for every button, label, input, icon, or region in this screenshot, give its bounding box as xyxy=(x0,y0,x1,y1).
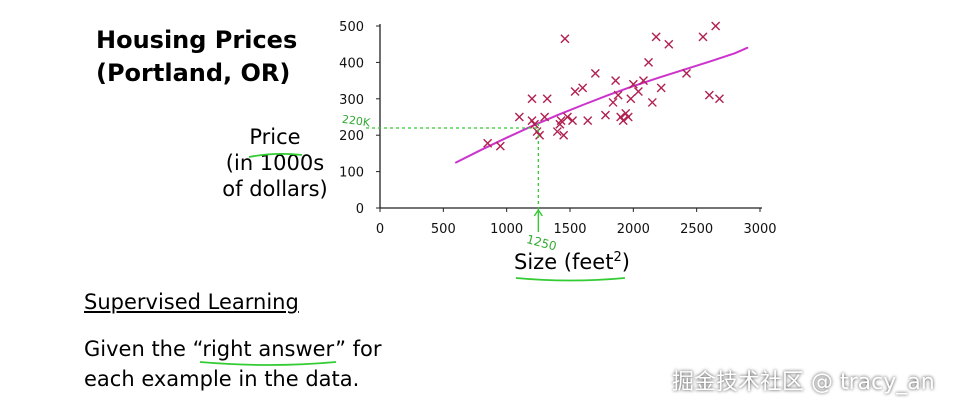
y-tick-label: 500 xyxy=(339,20,364,35)
y-tick-label: 400 xyxy=(339,56,364,71)
data-point-x-marker xyxy=(552,127,562,137)
y-tick-label: 0 xyxy=(356,202,364,217)
data-point-x-marker xyxy=(651,32,661,42)
data-point-x-marker xyxy=(556,116,566,126)
desc-highlight: right answer xyxy=(202,337,336,361)
y-tick-label: 100 xyxy=(339,166,364,181)
data-point-x-marker xyxy=(633,87,643,97)
data-point-x-marker xyxy=(542,94,552,104)
x-tick-label: 0 xyxy=(376,222,384,237)
right-answer-underline xyxy=(199,361,337,366)
data-point-x-marker xyxy=(560,34,570,44)
data-point-x-marker xyxy=(483,138,493,148)
data-point-x-marker xyxy=(698,32,708,42)
description-line-2: each example in the data. xyxy=(84,367,360,391)
data-point-x-marker xyxy=(583,116,593,126)
x-label-close: ) xyxy=(621,250,630,274)
title-line-2: (Portland, OR) xyxy=(96,59,291,87)
x-tick-label: 500 xyxy=(431,222,456,237)
x-tick-label: 2500 xyxy=(680,222,713,237)
annotation-y-value: 220K xyxy=(341,113,372,130)
data-point-x-marker xyxy=(682,68,692,78)
y-label-line-2: (in 1000s xyxy=(225,151,325,175)
data-point-x-marker xyxy=(600,110,610,120)
data-point-x-marker xyxy=(626,94,636,104)
data-points xyxy=(483,21,724,151)
data-point-x-marker xyxy=(590,68,600,78)
data-point-x-marker xyxy=(711,21,721,31)
slide-title: Housing Prices (Portland, OR) xyxy=(96,24,297,90)
y-tick-label: 300 xyxy=(339,93,364,108)
y-label-line-1: Price xyxy=(249,125,301,149)
chart-axes xyxy=(376,24,762,212)
desc-prefix: Given the “ xyxy=(84,337,203,361)
x-tick-label: 1500 xyxy=(553,222,586,237)
x-tick-label: 2000 xyxy=(617,222,650,237)
title-line-1: Housing Prices xyxy=(96,26,298,54)
fit-curve xyxy=(455,46,749,164)
data-point-x-marker xyxy=(559,130,569,140)
y-label-line-3: of dollars) xyxy=(222,177,328,201)
chart-tick-labels: 0 500 1000 1500 2000 2500 3000 0 100 200 300 400 500 xyxy=(339,20,776,237)
watermark: 掘金技术社区 @ tracy_an xyxy=(672,370,935,395)
data-point-x-marker xyxy=(638,76,648,86)
description: Given the “right answer” for each exampl… xyxy=(84,334,382,394)
data-point-x-marker xyxy=(644,57,654,67)
data-point-x-marker xyxy=(608,97,618,107)
data-point-x-marker xyxy=(578,83,588,93)
data-point-x-marker xyxy=(514,112,524,122)
data-point-x-marker xyxy=(495,141,505,151)
data-point-x-marker xyxy=(623,112,633,122)
x-axis-label: Size (feet2) xyxy=(514,250,630,274)
data-point-x-marker xyxy=(535,130,545,140)
data-point-x-marker xyxy=(611,76,621,86)
y-axis-label: Price (in 1000s of dollars) xyxy=(215,124,335,202)
fit-curve-group xyxy=(455,46,749,164)
size-underline xyxy=(515,277,626,282)
x-tick-label: 1000 xyxy=(490,222,523,237)
data-point-x-marker xyxy=(714,94,724,104)
data-point-x-marker xyxy=(568,116,578,126)
section-title: Supervised Learning xyxy=(84,290,299,314)
data-point-x-marker xyxy=(527,94,537,104)
price-underline xyxy=(248,152,303,158)
data-point-x-marker xyxy=(656,83,666,93)
handwritten-annotations xyxy=(199,121,626,366)
data-point-x-marker xyxy=(613,90,623,100)
data-point-x-marker xyxy=(540,112,550,122)
data-point-x-marker xyxy=(562,112,572,122)
description-line-1: Given the “right answer” for xyxy=(84,334,382,364)
desc-suffix: ” for xyxy=(335,337,382,361)
data-point-x-marker xyxy=(570,87,580,97)
data-point-x-marker xyxy=(704,90,714,100)
x-label-text: Size (feet xyxy=(514,250,614,274)
x-label-superscript: 2 xyxy=(613,250,622,265)
data-point-x-marker xyxy=(618,116,628,126)
data-point-x-marker xyxy=(530,119,540,129)
data-point-x-marker xyxy=(647,97,657,107)
data-point-x-marker xyxy=(664,39,674,49)
data-point-x-marker xyxy=(628,79,638,89)
y-tick-label: 200 xyxy=(339,129,364,144)
query-arrow-head xyxy=(533,208,543,217)
x-tick-label: 3000 xyxy=(743,222,776,237)
